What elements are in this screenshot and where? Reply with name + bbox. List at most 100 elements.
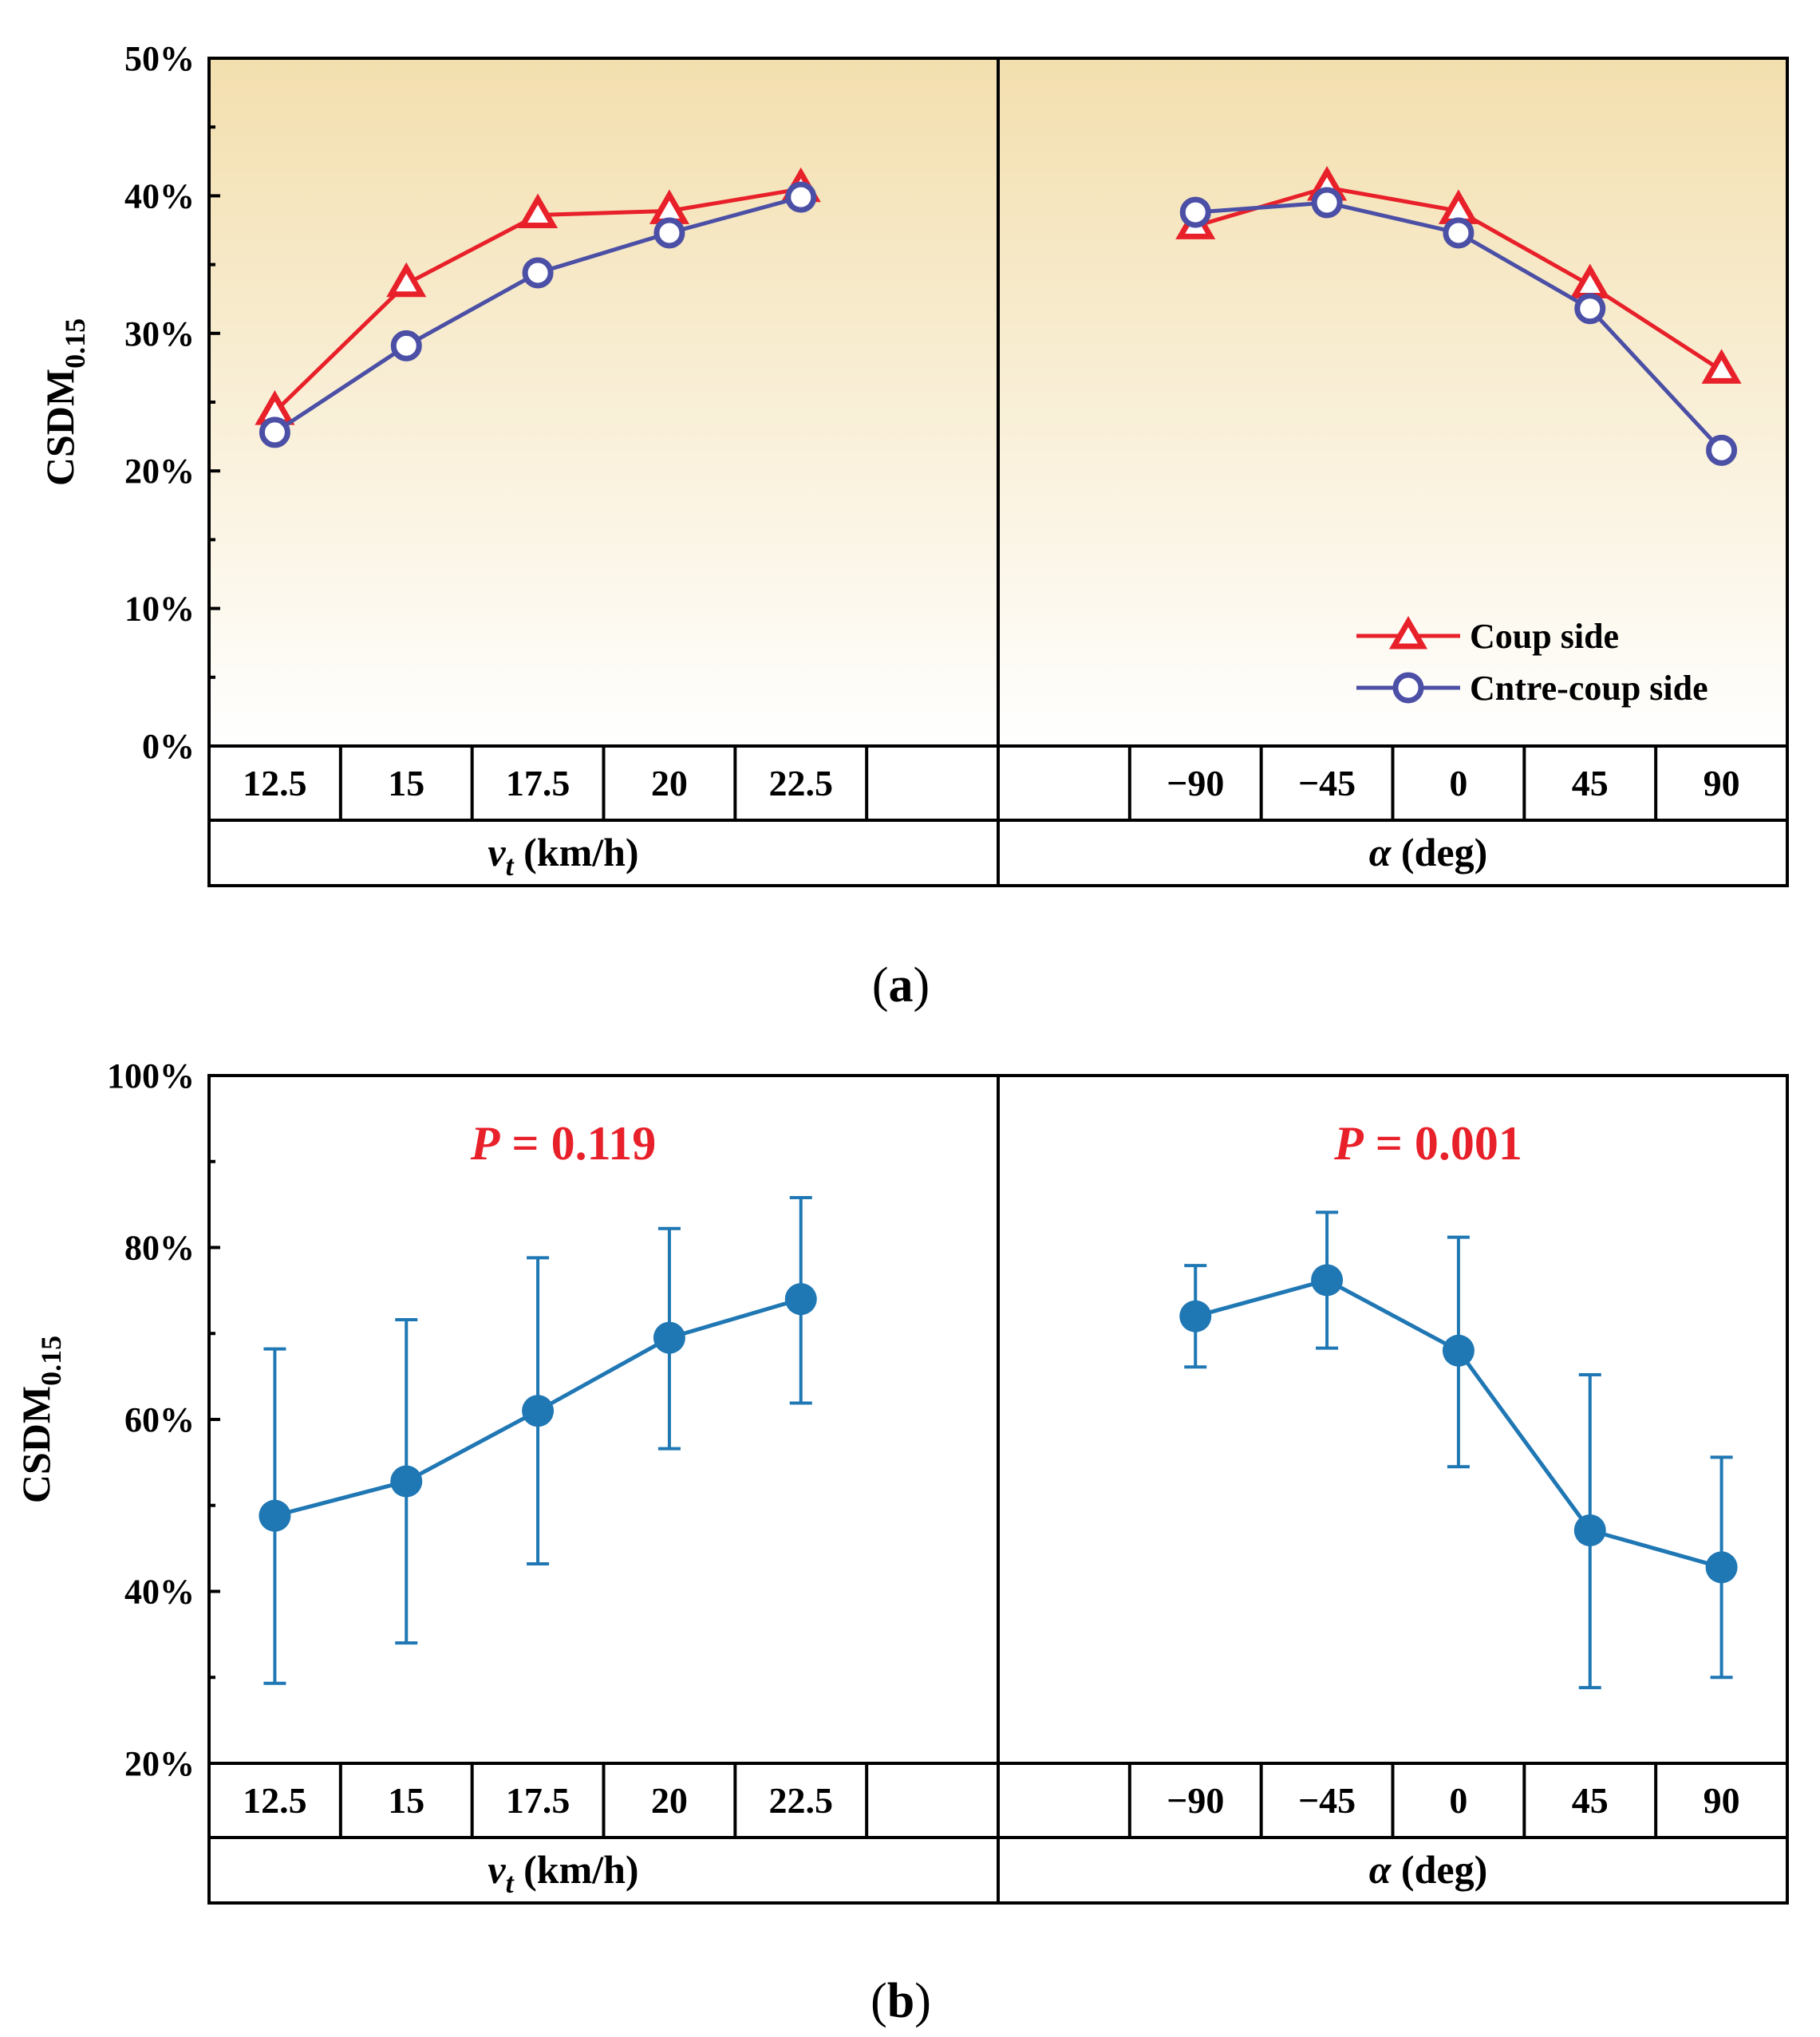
panel-b-group2-axis-var: α bbox=[1369, 1847, 1392, 1892]
b-y-tick-label: 20% bbox=[124, 1744, 195, 1783]
contrecoup-point bbox=[522, 257, 554, 289]
b-category-label: 12.5 bbox=[243, 1780, 307, 1821]
contrecoup-point bbox=[390, 330, 422, 361]
b-category-label: 17.5 bbox=[506, 1780, 570, 1821]
panel-b-group1-p-value: P = 0.119 bbox=[470, 1117, 657, 1170]
panel-a-axis-title-row bbox=[207, 819, 1789, 887]
panel-a-ylabel-sub: 0.15 bbox=[59, 318, 91, 369]
b-category-label: 90 bbox=[1704, 1780, 1740, 1821]
contrecoup-point bbox=[785, 181, 817, 213]
panel-b-label-letter: b bbox=[887, 1974, 914, 2028]
panel-a-label: (a) bbox=[872, 958, 930, 1013]
panel-a-legend: Coup side Cntre-coup side bbox=[1356, 616, 1708, 708]
a-category-label: 22.5 bbox=[769, 763, 834, 803]
b-category-label: −90 bbox=[1167, 1780, 1224, 1821]
b-category-label: 45 bbox=[1572, 1780, 1609, 1821]
panel-a-category-labels: 12.5 15 17.5 20 22.5 −90 −45 0 45 90 bbox=[243, 763, 1739, 803]
panel-a-ylabel-main: CSDM bbox=[38, 369, 82, 486]
panel-b-group2-p-value: P = 0.001 bbox=[1333, 1117, 1522, 1170]
a-y-tick-label: 10% bbox=[124, 590, 195, 629]
panel-a: 12.5 15 17.5 20 22.5 −90 −45 0 45 90 vt (km/h) α … bbox=[38, 39, 1789, 887]
panel-b-label-open: ( bbox=[871, 1974, 887, 2028]
a-category-label: −90 bbox=[1167, 763, 1224, 803]
panel-a-y-axis-title: CSDM0.15 bbox=[38, 318, 91, 486]
mean-point bbox=[1179, 1300, 1212, 1332]
panel-b-label: (b) bbox=[871, 1974, 931, 2028]
panel-a-label-open: ( bbox=[872, 958, 889, 1013]
panel-b-group1-p-symbol: P bbox=[470, 1117, 501, 1170]
panel-b-group2-p-rest: = 0.001 bbox=[1364, 1117, 1522, 1170]
panel-b-category-labels: 12.5 15 17.5 20 22.5 −90 −45 0 45 90 bbox=[243, 1780, 1739, 1821]
a-category-label: 15 bbox=[388, 763, 424, 803]
b-y-tick-label: 40% bbox=[124, 1573, 195, 1612]
b-category-label: 0 bbox=[1449, 1780, 1467, 1821]
mean-point bbox=[653, 1321, 685, 1354]
contrecoup-point bbox=[1443, 217, 1475, 249]
coup-point bbox=[1701, 349, 1742, 384]
panel-a-label-letter: a bbox=[889, 958, 914, 1013]
b-y-tick-label: 60% bbox=[124, 1400, 195, 1439]
panel-b-group1-axis-var: v bbox=[488, 1847, 506, 1892]
panel-b-y-axis-title: CSDM0.15 bbox=[14, 1336, 67, 1503]
a-category-label: −45 bbox=[1298, 763, 1356, 803]
panel-b-group1-axis-unit: (km/h) bbox=[514, 1847, 639, 1892]
legend-contrecoup-label: Cntre-coup side bbox=[1470, 669, 1708, 708]
b-category-label: 20 bbox=[651, 1780, 688, 1821]
panel-b-group1-axis-title: vt (km/h) bbox=[488, 1847, 638, 1899]
legend-contrecoup-circle-marker bbox=[1392, 672, 1424, 704]
a-category-label: 12.5 bbox=[243, 763, 307, 803]
a-category-label: 45 bbox=[1572, 763, 1609, 803]
a-y-tick-label: 0% bbox=[142, 727, 195, 766]
panel-b-category-dividers bbox=[338, 1763, 1658, 1838]
mean-point bbox=[522, 1395, 555, 1427]
panel-a-group2-axis-unit: (deg) bbox=[1391, 830, 1487, 874]
panel-b-group1-p-rest: = 0.119 bbox=[499, 1117, 656, 1170]
mean-point bbox=[390, 1465, 423, 1498]
contrecoup-point bbox=[1179, 196, 1211, 228]
coup-point bbox=[518, 193, 559, 229]
contrecoup-point bbox=[1706, 434, 1738, 466]
a-category-label: 20 bbox=[651, 763, 688, 803]
b-category-label: 22.5 bbox=[769, 1780, 834, 1821]
contrecoup-point bbox=[653, 217, 685, 249]
panel-a-group1-axis-title: vt (km/h) bbox=[488, 830, 638, 882]
panel-b-axis-title-row bbox=[207, 1836, 1789, 1905]
panel-b-group1-axis-sub: t bbox=[506, 1867, 515, 1899]
contrecoup-point bbox=[1311, 187, 1343, 219]
a-y-tick-label: 40% bbox=[124, 176, 195, 215]
panel-a-group2-axis-title: α (deg) bbox=[1369, 830, 1487, 874]
panel-b-y-axis: 20% 40% 60% 80% 100% bbox=[107, 1056, 220, 1783]
panel-a-category-dividers bbox=[338, 746, 1658, 820]
panel-a-y-axis: 0% 10% 20% 30% 40% 50% bbox=[124, 39, 220, 766]
legend-coup-label: Coup side bbox=[1470, 617, 1619, 656]
b-category-label: 15 bbox=[388, 1780, 424, 1821]
panel-a-series bbox=[255, 166, 1742, 466]
mean-point bbox=[1442, 1334, 1475, 1367]
a-y-tick-label: 50% bbox=[124, 39, 195, 78]
panel-b-group2-axis-unit: (deg) bbox=[1391, 1847, 1487, 1892]
panel-b-series bbox=[259, 1196, 1738, 1690]
panel-a-group1-axis-var: v bbox=[488, 830, 506, 874]
panel-b-ylabel-sub: 0.15 bbox=[35, 1336, 67, 1386]
panel-b-group2-axis-title: α (deg) bbox=[1369, 1847, 1487, 1892]
contrecoup-point bbox=[259, 416, 290, 448]
mean-point bbox=[784, 1283, 817, 1316]
mean-point bbox=[1705, 1551, 1738, 1584]
a-y-tick-label: 30% bbox=[124, 314, 195, 353]
b-y-tick-label: 80% bbox=[124, 1229, 195, 1268]
legend-coup-triangle-marker bbox=[1388, 616, 1428, 649]
coup-point bbox=[386, 262, 427, 298]
panel-a-group2-axis-var: α bbox=[1369, 830, 1392, 874]
panel-b-ylabel-main: CSDM bbox=[14, 1386, 58, 1503]
mean-point bbox=[259, 1499, 291, 1532]
a-category-label: 0 bbox=[1449, 763, 1467, 803]
a-category-label: 17.5 bbox=[506, 763, 570, 803]
panel-b-label-close: ) bbox=[914, 1974, 931, 2028]
b-category-label: −45 bbox=[1298, 1780, 1356, 1821]
a-y-tick-label: 20% bbox=[124, 452, 195, 491]
a-category-label: 90 bbox=[1704, 763, 1740, 803]
b-y-tick-label: 100% bbox=[107, 1056, 195, 1095]
panel-a-group1-axis-sub: t bbox=[506, 850, 515, 882]
panel-b-group2-p-symbol: P bbox=[1333, 1117, 1364, 1170]
